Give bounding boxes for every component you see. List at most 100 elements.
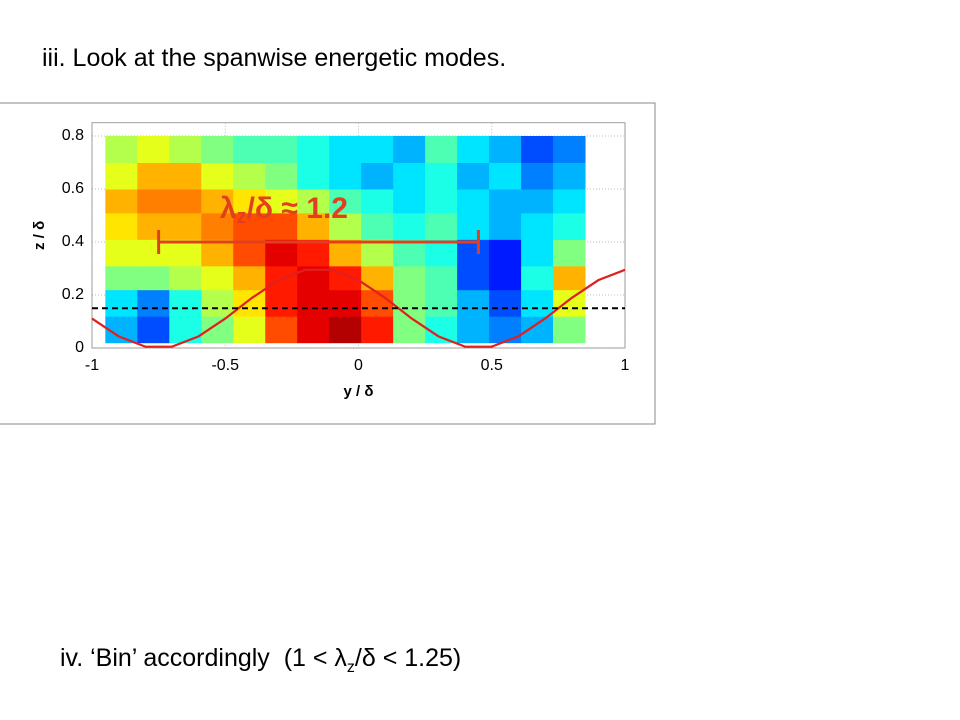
heat-cell — [169, 189, 202, 214]
heat-cell — [297, 189, 330, 214]
heat-cell — [169, 289, 202, 317]
heat-cell — [105, 316, 138, 344]
x-axis-label: y / δ — [344, 383, 374, 400]
heat-cell — [425, 136, 458, 163]
heat-cell — [265, 212, 298, 240]
y-tick-label: 0 — [75, 339, 84, 356]
heat-cell — [297, 289, 330, 317]
heat-cell — [169, 265, 202, 291]
heat-cell — [201, 189, 234, 214]
heat-cell — [361, 162, 394, 190]
y-tick-label: 0.6 — [62, 180, 84, 197]
heat-cell — [105, 136, 138, 163]
heat-cell — [265, 316, 298, 344]
heat-cell — [361, 189, 394, 214]
heat-cell — [489, 239, 522, 267]
heat-cell — [393, 316, 426, 344]
heat-cell — [553, 316, 586, 344]
heat-cell — [521, 239, 554, 267]
heat-cell — [169, 239, 202, 267]
heat-cell — [425, 212, 458, 240]
heat-cell — [393, 189, 426, 214]
figure-frame — [0, 102, 656, 425]
heat-cell — [201, 265, 234, 291]
heat-cell — [233, 212, 266, 240]
heat-cell — [521, 212, 554, 240]
heat-cell — [553, 136, 586, 163]
heat-cell — [265, 239, 298, 267]
heat-cell — [105, 212, 138, 240]
heat-cell — [361, 265, 394, 291]
heat-cell — [457, 212, 490, 240]
heat-cell — [489, 265, 522, 291]
x-tick-label: -1 — [85, 357, 99, 374]
heat-cell — [521, 265, 554, 291]
heat-cell — [393, 136, 426, 163]
heat-cell — [361, 239, 394, 267]
heat-cell — [201, 239, 234, 267]
y-axis-label: z / δ — [31, 221, 48, 250]
heat-cell — [169, 316, 202, 344]
footer-text: iv. ‘Bin’ accordingly (1 < λ — [60, 644, 347, 672]
heat-cell — [105, 162, 138, 190]
heat-cell — [137, 265, 170, 291]
heat-cell — [265, 289, 298, 317]
heat-cell — [457, 289, 490, 317]
heat-cell — [361, 316, 394, 344]
heat-cell — [201, 212, 234, 240]
heat-cell — [425, 289, 458, 317]
footer-subscript: z — [346, 659, 355, 676]
heat-cell — [393, 162, 426, 190]
annotation-text: λ — [220, 192, 237, 225]
x-tick-label: 1 — [621, 357, 630, 374]
heat-cell — [137, 212, 170, 240]
heat-cell — [169, 136, 202, 163]
heat-cell — [521, 136, 554, 163]
heat-cell — [233, 265, 266, 291]
heat-cell — [329, 136, 362, 163]
heat-cell — [233, 136, 266, 163]
heat-cell — [265, 189, 298, 214]
heat-cell — [233, 162, 266, 190]
heat-cell — [105, 189, 138, 214]
annotation: λz/δ ≈ 1.2 — [220, 192, 348, 228]
heat-cell — [425, 239, 458, 267]
heat-cell — [137, 189, 170, 214]
heat-cell — [297, 136, 330, 163]
heat-cell — [553, 265, 586, 291]
heat-cell — [393, 239, 426, 267]
heat-cell — [233, 289, 266, 317]
heat-cell — [457, 239, 490, 267]
heat-cell — [265, 162, 298, 190]
heat-cell — [105, 265, 138, 291]
x-tick-label: -0.5 — [211, 357, 239, 374]
heat-cell — [521, 316, 554, 344]
heat-cell — [489, 162, 522, 190]
heat-cell — [425, 316, 458, 344]
heat-cell — [297, 162, 330, 190]
heat-cell — [297, 212, 330, 240]
heat-cell — [233, 239, 266, 267]
heat-cell — [105, 239, 138, 267]
y-tick-label: 0.4 — [62, 233, 84, 250]
heat-cell — [489, 316, 522, 344]
axes-box — [91, 122, 626, 349]
heat-cell — [361, 289, 394, 317]
heat-cell — [457, 136, 490, 163]
heat-cell — [361, 212, 394, 240]
heat-cell — [233, 189, 266, 214]
heat-cell — [393, 265, 426, 291]
heat-cell — [521, 189, 554, 214]
x-tick-label: 0.5 — [481, 357, 503, 374]
heat-cell — [489, 189, 522, 214]
heat-cell — [329, 162, 362, 190]
footer-text: /δ < 1.25) — [354, 644, 462, 672]
heat-cell — [169, 212, 202, 240]
heat-cell — [329, 289, 362, 317]
heat-cell — [329, 212, 362, 240]
heat-cell — [329, 316, 362, 344]
heat-cell — [137, 239, 170, 267]
heat-cell — [297, 316, 330, 344]
heat-cell — [425, 189, 458, 214]
heat-cell — [457, 316, 490, 344]
